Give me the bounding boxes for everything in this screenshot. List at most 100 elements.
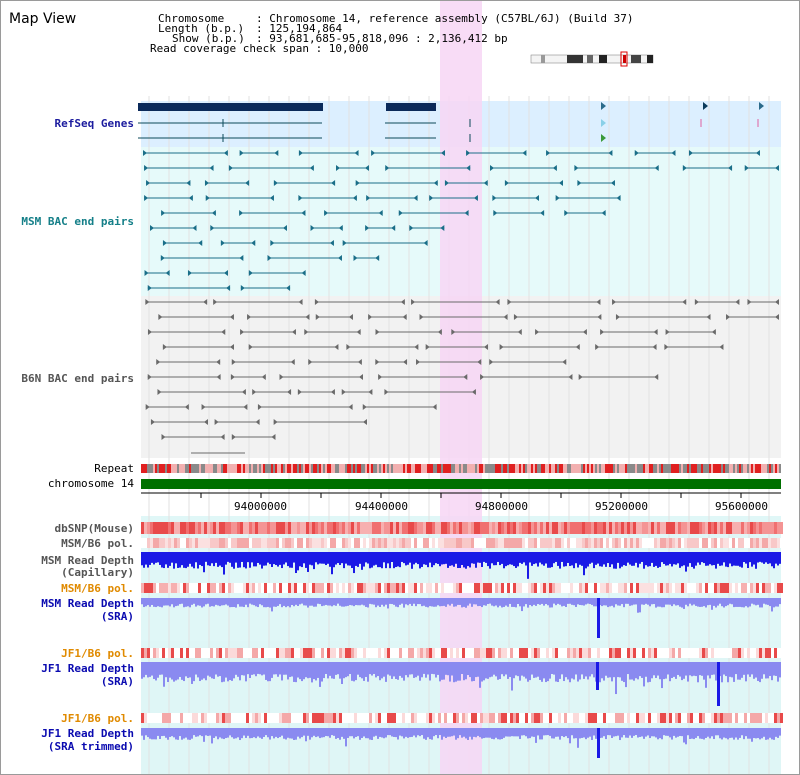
track-label-msm-bac[interactable]: MSM BAC end pairs	[21, 215, 134, 228]
density-cell	[642, 522, 645, 534]
density-cell	[282, 522, 285, 534]
density-cell	[186, 583, 189, 593]
read-depth-bar	[565, 598, 567, 607]
track-label-jf1-depth-sra-line1[interactable]: JF1 Read Depth	[41, 662, 134, 675]
read-depth-bar	[475, 598, 477, 605]
density-cell	[579, 522, 582, 534]
read-depth-bar	[711, 662, 713, 675]
density-cell	[165, 583, 168, 593]
density-cell	[279, 648, 282, 658]
density-cell	[333, 538, 336, 548]
repeat-element	[525, 464, 527, 473]
bac-end-marker	[352, 195, 357, 201]
track-label-jf1-b6-pol-2[interactable]: JF1/B6 pol.	[61, 712, 134, 725]
read-depth-bar	[737, 552, 739, 566]
density-cell	[204, 583, 207, 593]
read-depth-bar	[301, 552, 303, 568]
read-depth-bar	[237, 598, 239, 605]
read-depth-bar	[305, 598, 307, 606]
repeat-element	[627, 464, 629, 473]
read-depth-bar	[567, 728, 569, 739]
read-depth-bar	[555, 728, 557, 737]
bac-end-marker	[441, 150, 446, 156]
read-depth-bar	[757, 552, 759, 563]
read-depth-bar	[421, 552, 423, 567]
read-depth-bar	[587, 728, 589, 738]
read-depth-bar	[511, 662, 513, 691]
bac-end-marker	[463, 374, 468, 380]
density-cell	[669, 538, 672, 548]
read-depth-bar	[717, 728, 719, 736]
read-depth-bar	[537, 552, 539, 567]
density-cell	[390, 583, 393, 593]
read-depth-bar	[257, 552, 259, 563]
read-depth-bar	[751, 728, 753, 742]
track-label-msm-b6-pol-1[interactable]: MSM/B6 pol.	[61, 537, 134, 550]
read-depth-bar	[475, 662, 477, 678]
density-cell	[144, 522, 147, 534]
density-cell	[228, 713, 231, 723]
repeat-element	[699, 464, 701, 473]
density-cell	[657, 538, 660, 548]
track-label-jf1-depth-trim-line2[interactable]: (SRA trimmed)	[47, 740, 134, 753]
read-depth-bar	[301, 598, 303, 604]
density-cell	[303, 583, 306, 593]
repeat-element	[313, 464, 315, 473]
track-label-chromosome[interactable]: chromosome 14	[47, 477, 134, 490]
density-cell	[378, 538, 381, 548]
repeat-element	[501, 464, 503, 473]
track-label-msm-depth-cap-line2[interactable]: (Capillary)	[61, 566, 134, 579]
read-depth-bar	[451, 598, 453, 604]
bac-end-marker	[615, 314, 620, 320]
track-label-b6n-bac[interactable]: B6N BAC end pairs	[21, 372, 134, 385]
track-label-msm-b6-pol-2[interactable]: MSM/B6 pol.	[61, 582, 134, 595]
read-depth-bar	[651, 598, 653, 605]
density-cell	[417, 648, 420, 658]
track-label-msm-depth-cap-line1[interactable]: MSM Read Depth	[41, 554, 134, 567]
read-depth-bar	[563, 552, 565, 567]
density-cell	[141, 648, 144, 658]
track-label-jf1-b6-pol-1[interactable]: JF1/B6 pol.	[61, 647, 134, 660]
read-depth-bar	[179, 552, 181, 568]
read-depth-bar	[685, 598, 687, 605]
read-depth-bar	[205, 552, 207, 562]
bac-end-marker	[578, 374, 583, 380]
read-depth-bar	[325, 662, 327, 674]
track-label-msm-depth-sra-line2[interactable]: (SRA)	[100, 610, 134, 623]
read-depth-bar	[557, 552, 559, 566]
read-depth-bar	[679, 552, 681, 568]
read-depth-bar	[219, 662, 221, 677]
repeat-element	[663, 464, 665, 473]
read-depth-bar	[341, 662, 343, 685]
read-depth-bar	[539, 552, 541, 563]
read-depth-bar	[397, 728, 399, 740]
density-cell	[537, 583, 540, 593]
read-depth-bar	[343, 598, 345, 607]
track-label-jf1-depth-trim-line1[interactable]: JF1 Read Depth	[41, 727, 134, 740]
track-label-repeat[interactable]: Repeat	[94, 462, 134, 475]
read-depth-bar	[741, 552, 743, 568]
bac-end-marker	[147, 329, 152, 335]
read-depth-bar	[195, 662, 197, 675]
repeat-element	[201, 464, 203, 473]
repeat-element	[427, 464, 429, 473]
read-depth-bar	[269, 598, 271, 608]
track-label-jf1-depth-sra-line2[interactable]: (SRA)	[100, 675, 134, 688]
track-label-msm-depth-sra-line1[interactable]: MSM Read Depth	[41, 597, 134, 610]
track-label-refseq[interactable]: RefSeq Genes	[54, 117, 134, 130]
read-depth-bar	[281, 598, 283, 608]
density-cell	[327, 538, 330, 548]
bac-end-marker	[329, 240, 334, 246]
read-depth-bar	[423, 728, 425, 739]
track-label-dbsnp[interactable]: dbSNP(Mouse)	[54, 522, 134, 535]
density-cell	[612, 583, 615, 593]
read-depth-bar	[507, 598, 509, 607]
bac-end-marker	[357, 359, 362, 365]
read-depth-bar	[189, 598, 191, 608]
density-cell	[375, 583, 378, 593]
read-depth-bar	[525, 598, 527, 605]
read-depth-bar	[165, 728, 167, 738]
read-depth-bar	[673, 728, 675, 736]
density-cell	[162, 583, 165, 593]
